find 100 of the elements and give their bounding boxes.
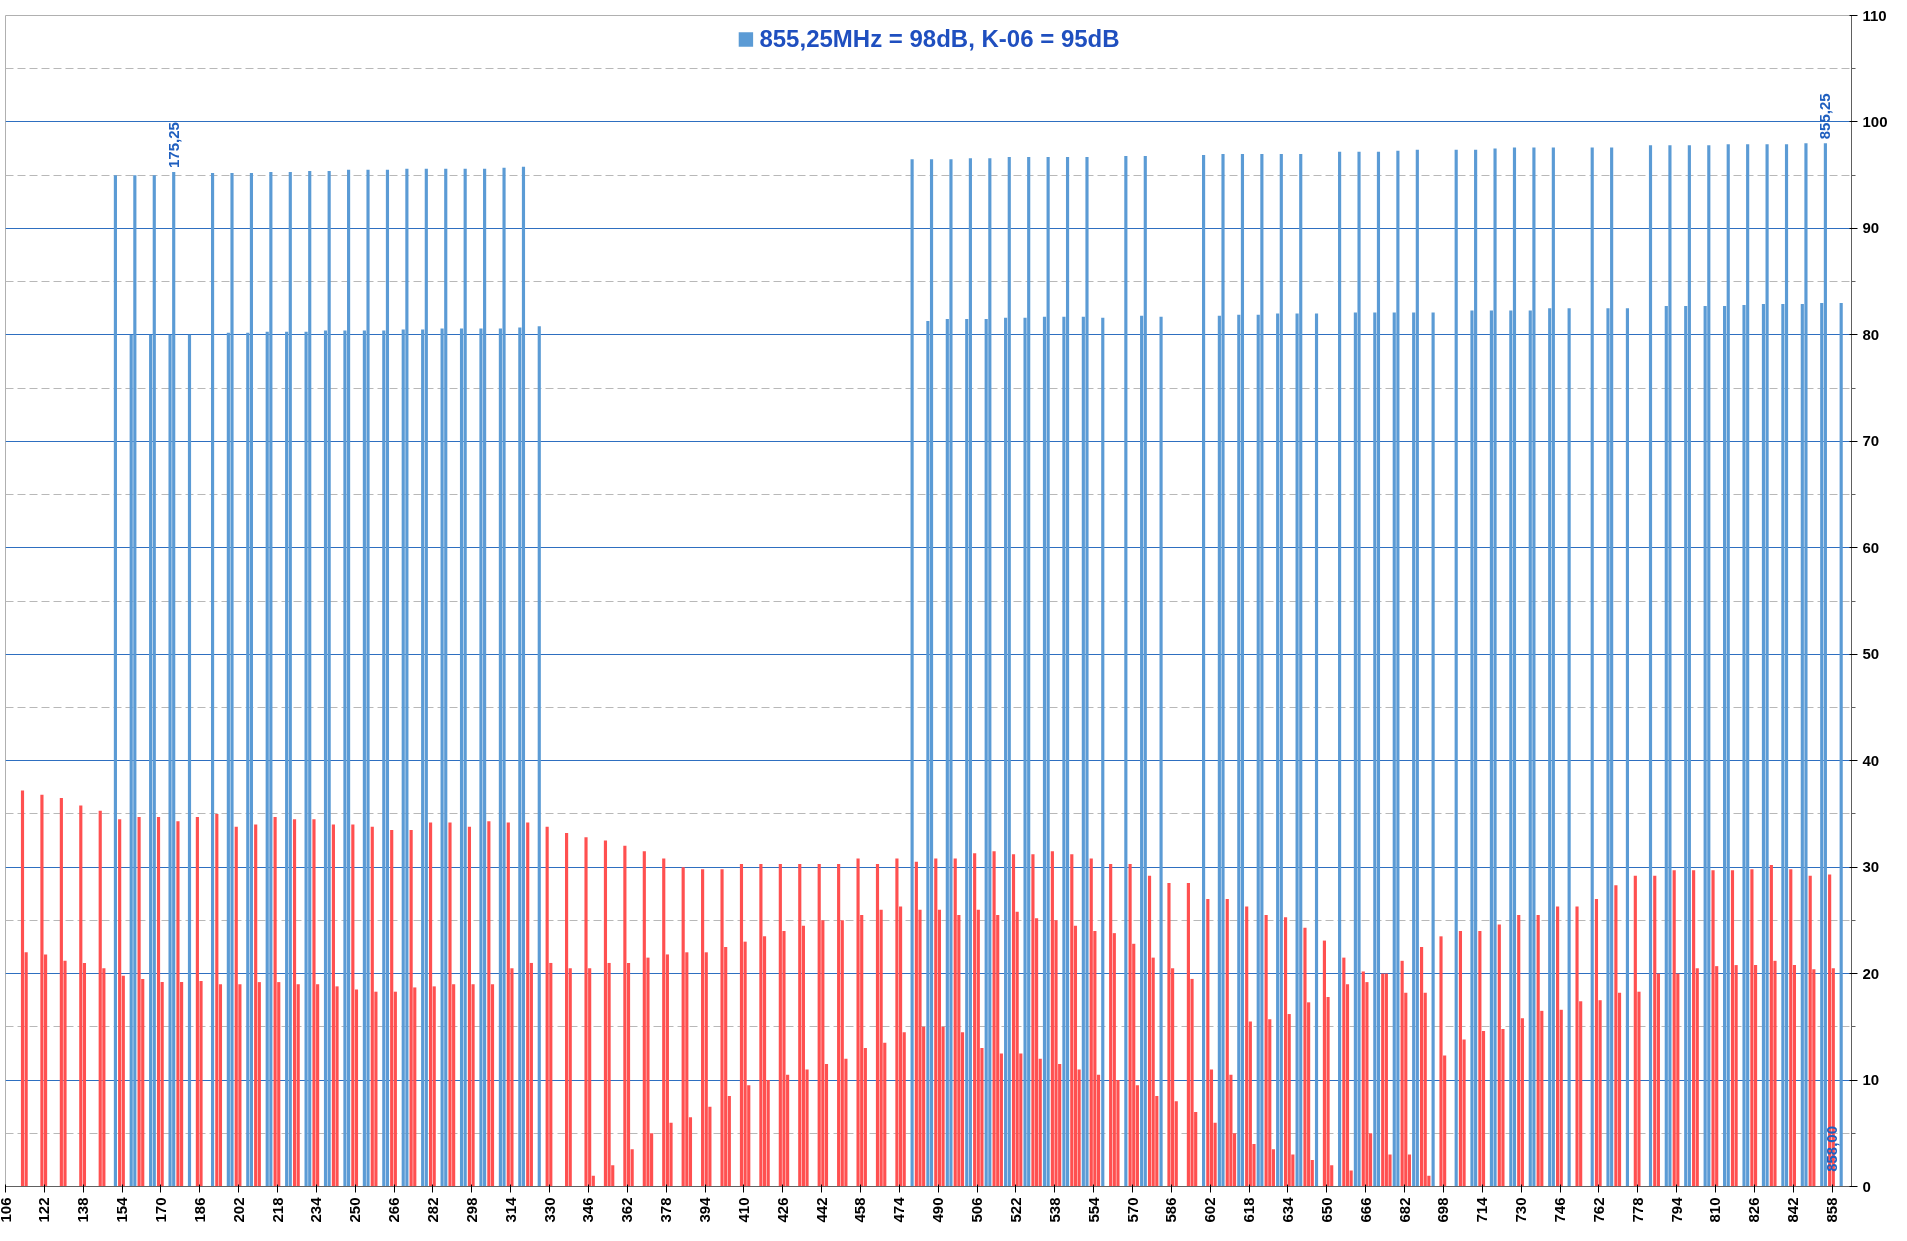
- bar: [565, 833, 569, 1187]
- x-tick-label: 218: [268, 1197, 286, 1223]
- y-tick-label: 80: [1862, 325, 1880, 343]
- bar: [172, 171, 176, 1187]
- x-tick-label: 154: [113, 1196, 131, 1223]
- bar: [1384, 973, 1388, 1187]
- bar: [1789, 869, 1793, 1187]
- bar: [1124, 156, 1128, 1187]
- bar: [1808, 875, 1812, 1187]
- bar: [1070, 854, 1074, 1187]
- bar: [1823, 143, 1827, 1187]
- bar: [1625, 308, 1630, 1187]
- legend-label: 855,25MHz = 98dB, K-06 = 95dB: [759, 25, 1120, 53]
- y-tick-label: 30: [1862, 858, 1880, 876]
- bar: [929, 159, 934, 1187]
- bar: [910, 159, 914, 1187]
- x-tick-label: 842: [1784, 1197, 1802, 1223]
- bar: [1594, 899, 1599, 1187]
- bar: [584, 837, 588, 1187]
- bar: [487, 821, 491, 1187]
- bar: [444, 168, 448, 1187]
- x-tick-label: 490: [929, 1197, 947, 1223]
- x-tick-label: 714: [1473, 1196, 1491, 1223]
- bar: [59, 797, 63, 1187]
- x-tick-label: 378: [657, 1197, 675, 1223]
- bar: [623, 845, 627, 1187]
- bar: [895, 858, 899, 1187]
- bar: [1050, 851, 1054, 1187]
- bar: [1746, 144, 1750, 1187]
- bar: [603, 840, 608, 1187]
- bar: [1303, 927, 1307, 1187]
- bar: [1633, 875, 1637, 1187]
- bar: [1730, 870, 1735, 1187]
- x-tick-label: 346: [579, 1197, 597, 1223]
- x-tick-label: 474: [890, 1196, 908, 1223]
- bar: [1299, 153, 1303, 1187]
- bar: [1784, 144, 1789, 1187]
- bar: [778, 863, 782, 1187]
- bar: [642, 851, 646, 1187]
- bar: [817, 863, 821, 1187]
- bar: [1415, 149, 1419, 1187]
- bar: [1512, 147, 1517, 1187]
- bar: [662, 858, 666, 1187]
- x-tick-label: 746: [1551, 1197, 1569, 1223]
- bar: [331, 824, 335, 1187]
- bar: [1225, 899, 1229, 1187]
- bar: [1206, 899, 1210, 1187]
- y-tick-label: 20: [1862, 964, 1880, 982]
- bar: [137, 817, 141, 1187]
- bar: [1536, 915, 1540, 1187]
- y-tick-label: 60: [1862, 538, 1880, 556]
- bar: [20, 790, 25, 1187]
- bar: [1283, 917, 1288, 1187]
- bar: [701, 869, 705, 1187]
- bar: [1648, 145, 1653, 1187]
- bar: [288, 171, 292, 1187]
- bar: [875, 863, 880, 1187]
- bar: [1322, 940, 1326, 1187]
- x-tick-label: 202: [229, 1197, 247, 1223]
- bar: [215, 813, 219, 1187]
- x-tick-label: 330: [540, 1197, 558, 1223]
- bar: [992, 851, 996, 1187]
- bar: [390, 829, 394, 1187]
- bar: [537, 326, 541, 1187]
- bar: [973, 853, 977, 1187]
- y-tick-label: 40: [1862, 751, 1880, 769]
- bar: [366, 169, 370, 1187]
- bar: [1167, 883, 1171, 1187]
- bar: [1707, 145, 1711, 1187]
- bar: [1089, 858, 1093, 1187]
- x-tick-label: 170: [151, 1197, 169, 1223]
- x-tick-label: 506: [968, 1197, 986, 1223]
- x-tick-label: 234: [307, 1196, 325, 1223]
- bar: [327, 170, 331, 1187]
- x-tick-label: 554: [1084, 1196, 1102, 1223]
- bar: [269, 171, 273, 1187]
- x-tick-label: 698: [1434, 1197, 1452, 1223]
- bar: [351, 824, 355, 1187]
- bar: [1610, 147, 1614, 1187]
- bar: [1376, 151, 1381, 1187]
- x-tick-label: 538: [1045, 1197, 1063, 1223]
- bar: [195, 817, 199, 1187]
- bar: [424, 168, 428, 1187]
- bar: [483, 168, 487, 1187]
- bar: [1590, 147, 1594, 1187]
- bar: [1147, 875, 1152, 1187]
- x-tick-label: 138: [74, 1197, 92, 1223]
- bar: [949, 159, 953, 1187]
- bar: [1381, 973, 1385, 1187]
- bar: [1342, 957, 1346, 1187]
- bar: [1551, 147, 1555, 1187]
- y-tick-label: 50: [1862, 645, 1880, 663]
- bar: [1128, 863, 1132, 1187]
- bar: [176, 821, 180, 1187]
- y-tick-label: 90: [1862, 219, 1880, 237]
- bar: [409, 829, 413, 1187]
- bar: [1567, 308, 1571, 1187]
- x-tick-label: 602: [1201, 1197, 1219, 1223]
- x-tick-label: 282: [423, 1197, 441, 1223]
- bar: [463, 168, 467, 1187]
